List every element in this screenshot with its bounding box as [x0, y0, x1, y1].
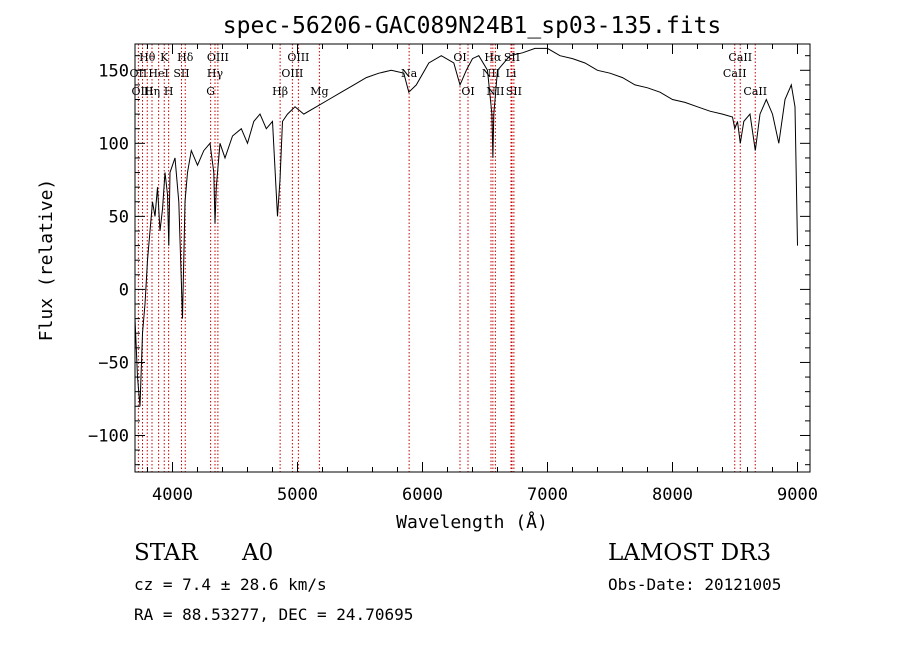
emission-line-label: NII: [482, 67, 500, 80]
axis-ticks: [135, 44, 810, 472]
axis-tick-labels: 4000 5000 6000 7000 8000 9000 −100 −50 0 50 100 150: [88, 61, 818, 505]
x-tick-label: 8000: [652, 485, 693, 505]
emission-line-label: OII: [130, 67, 148, 80]
spectrum-line-flux: [134, 47, 798, 407]
emission-line-label: Hδ: [177, 51, 194, 64]
emission-line-label: CaII: [723, 67, 747, 80]
emission-line-markers: [137, 44, 756, 472]
x-tick-label: 5000: [277, 485, 318, 505]
redshift-text: cz = 7.4 ± 28.6 km/s: [134, 575, 327, 594]
x-tick-label: 9000: [777, 485, 818, 505]
obs-date-text: Obs-Date: 20121005: [608, 575, 782, 594]
y-tick-label: 50: [109, 207, 129, 227]
emission-line-label: CaII: [728, 51, 752, 64]
survey-name: LAMOST DR3: [608, 540, 772, 566]
y-tick-label: −100: [88, 426, 129, 446]
x-tick-label: 7000: [527, 485, 568, 505]
emission-line-label: HeI: [148, 67, 168, 80]
chart-title: spec-56206-GAC089N24B1_sp03-135.fits: [223, 13, 722, 39]
emission-line-label: OIII: [131, 85, 153, 98]
emission-line-label: H: [164, 85, 174, 98]
emission-line-label: Hθ: [139, 51, 156, 64]
y-tick-label: −50: [98, 353, 129, 373]
spectrum-series: [134, 47, 798, 407]
emission-line-label: Hα: [484, 51, 502, 64]
y-tick-label: 150: [98, 61, 129, 81]
plot-frame: [134, 43, 811, 473]
emission-line-label: Hγ: [207, 67, 224, 80]
object-class: STAR: [134, 540, 198, 566]
x-axis-label: Wavelength (Å): [396, 511, 548, 533]
emission-line-label: Mg: [310, 85, 328, 98]
y-tick-label: 0: [119, 280, 129, 300]
emission-line-label: G: [206, 85, 215, 98]
emission-line-label: Hβ: [272, 85, 288, 98]
x-tick-label: 4000: [152, 485, 193, 505]
y-axis-label: Flux (relative): [36, 179, 57, 342]
emission-line-label: OIII: [287, 51, 309, 64]
emission-line-label: Li: [506, 67, 517, 80]
y-tick-label: 100: [98, 134, 129, 154]
emission-line-label: OIII: [207, 51, 229, 64]
emission-line-label: CaII: [743, 85, 767, 98]
object-subclass: A0: [242, 540, 274, 566]
emission-line-label: Hη: [144, 85, 160, 98]
emission-line-label: OI: [453, 51, 466, 64]
coordinates-text: RA = 88.53277, DEC = 24.70695: [134, 605, 414, 624]
emission-line-label: OIII: [281, 67, 303, 80]
x-tick-label: 6000: [402, 485, 443, 505]
emission-line-label: K: [160, 51, 169, 64]
emission-line-label: SII: [173, 67, 189, 80]
emission-line-label: OI: [461, 85, 474, 98]
emission-line-label: SII: [504, 51, 520, 64]
emission-line-label: SII: [506, 85, 522, 98]
